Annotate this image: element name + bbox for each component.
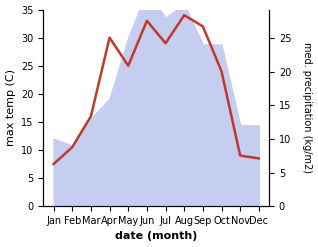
Y-axis label: med. precipitation (kg/m2): med. precipitation (kg/m2) bbox=[302, 42, 313, 173]
Y-axis label: max temp (C): max temp (C) bbox=[5, 69, 16, 146]
X-axis label: date (month): date (month) bbox=[115, 231, 197, 242]
